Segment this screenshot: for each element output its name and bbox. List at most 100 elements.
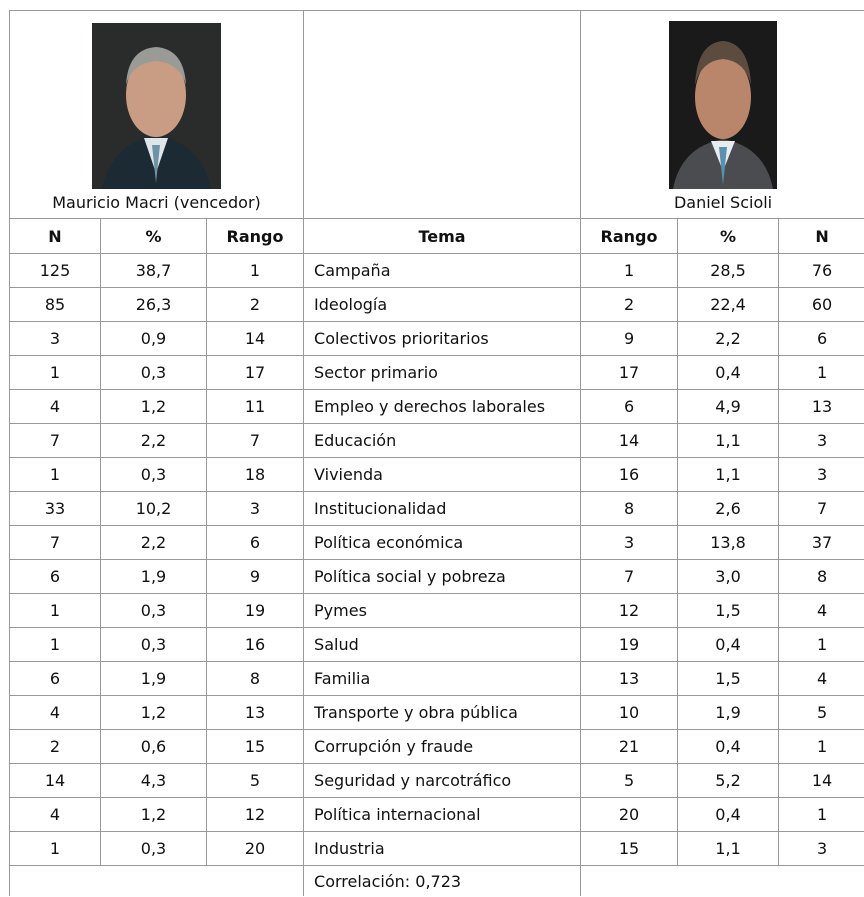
value-cell: 28,5 [677,253,780,288]
topic-cell: Política internacional [303,797,582,832]
value-cell: 2,2 [100,423,207,458]
data-row: 6 1,9 8 Familia 13 1,5 4 [9,661,864,696]
value-cell: 4 [778,593,864,628]
value-cell: 38,7 [100,253,207,288]
value-cell: 11 [205,389,305,424]
value-cell: 33 [9,491,101,526]
value-cell: 60 [778,287,864,322]
column-header: % [677,218,780,254]
value-cell: 0,4 [677,729,780,764]
value-cell: 0,4 [677,355,780,390]
value-cell: 3,0 [677,559,780,594]
value-cell: 1,5 [677,661,780,696]
value-cell: 13 [205,695,305,730]
value-cell: 9 [580,321,679,356]
value-cell: 7 [778,491,864,526]
value-cell: 1 [205,253,305,288]
value-cell: 0,4 [677,797,780,832]
topic-cell: Transporte y obra pública [303,695,582,730]
data-row: 1 0,3 16 Salud 19 0,4 1 [9,627,864,662]
value-cell: 10,2 [100,491,207,526]
topic-cell: Colectivos prioritarios [303,321,582,356]
topic-cell: Política económica [303,525,582,560]
value-cell: 125 [9,253,101,288]
header-row: N% Rango Tema Rango% N [9,218,864,254]
value-cell: 1 [580,253,679,288]
value-cell: 13 [580,661,679,696]
value-cell: 0,9 [100,321,207,356]
column-header: N [778,218,864,254]
value-cell: 6 [205,525,305,560]
value-cell: 21 [580,729,679,764]
value-cell: 1,5 [677,593,780,628]
value-cell: 1 [9,457,101,492]
value-cell: 2 [580,287,679,322]
value-cell: 4 [778,661,864,696]
value-cell: 2,6 [677,491,780,526]
value-cell: 8 [778,559,864,594]
value-cell: 13 [778,389,864,424]
data-row: 4 1,2 13 Transporte y obra pública 10 1,9 5 [9,695,864,730]
value-cell: 26,3 [100,287,207,322]
candidate-name: Mauricio Macri (vencedor) [52,193,261,212]
data-row: 6 1,9 9 Política social y pobreza 7 3,0 8 [9,559,864,594]
left-candidate-cell: Mauricio Macri (vencedor) [8,10,305,219]
value-cell: 5 [778,695,864,730]
topic-cell: Sector primario [303,355,582,390]
value-cell: 1 [9,831,101,866]
value-cell: 4 [9,797,101,832]
value-cell: 14 [778,763,864,798]
column-header: Rango [580,218,679,254]
value-cell: 8 [580,491,679,526]
value-cell: 1,9 [100,661,207,696]
topic-cell: Educación [303,423,582,458]
value-cell: 6 [9,559,101,594]
data-row: 1 0,3 20 Industria 15 1,1 3 [9,831,864,866]
value-cell: 7 [9,423,101,458]
value-cell: 14 [9,763,101,798]
empty-cell [8,865,305,896]
value-cell: 5 [580,763,679,798]
value-cell: 19 [580,627,679,662]
value-cell: 1,1 [677,831,780,866]
data-row: 1 0,3 17 Sector primario 17 0,4 1 [9,355,864,390]
value-cell: 85 [9,287,101,322]
data-row: 7 2,2 7 Educación 14 1,1 3 [9,423,864,458]
correlation-cell: Correlación: 0,723 [303,865,582,896]
topic-cell: Pymes [303,593,582,628]
value-cell: 5 [205,763,305,798]
topic-cell: Industria [303,831,582,866]
value-cell: 1,9 [677,695,780,730]
topic-cell: Institucionalidad [303,491,582,526]
data-row: 125 38,7 1 Campaña 1 28,5 76 [9,253,864,288]
value-cell: 7 [9,525,101,560]
topic-cell: Familia [303,661,582,696]
empty-cell [303,10,582,219]
column-header: N [9,218,101,254]
value-cell: 0,3 [100,831,207,866]
topic-cell: Empleo y derechos laborales [303,389,582,424]
value-cell: 76 [778,253,864,288]
portrait [669,21,778,189]
value-cell: 3 [9,321,101,356]
value-cell: 20 [580,797,679,832]
topic-cell: Campaña [303,253,582,288]
value-cell: 0,6 [100,729,207,764]
portrait [92,23,222,189]
value-cell: 0,3 [100,355,207,390]
value-cell: 3 [778,457,864,492]
topic-cell: Corrupción y fraude [303,729,582,764]
data-row: 7 2,2 6 Política económica 3 13,8 37 [9,525,864,560]
value-cell: 6 [9,661,101,696]
value-cell: 0,3 [100,627,207,662]
column-header: % [100,218,207,254]
empty-cell [580,865,864,896]
topic-cell: Salud [303,627,582,662]
value-cell: 8 [205,661,305,696]
value-cell: 1,2 [100,695,207,730]
value-cell: 6 [778,321,864,356]
topic-cell: Ideología [303,287,582,322]
value-cell: 5,2 [677,763,780,798]
value-cell: 1 [778,627,864,662]
value-cell: 7 [580,559,679,594]
